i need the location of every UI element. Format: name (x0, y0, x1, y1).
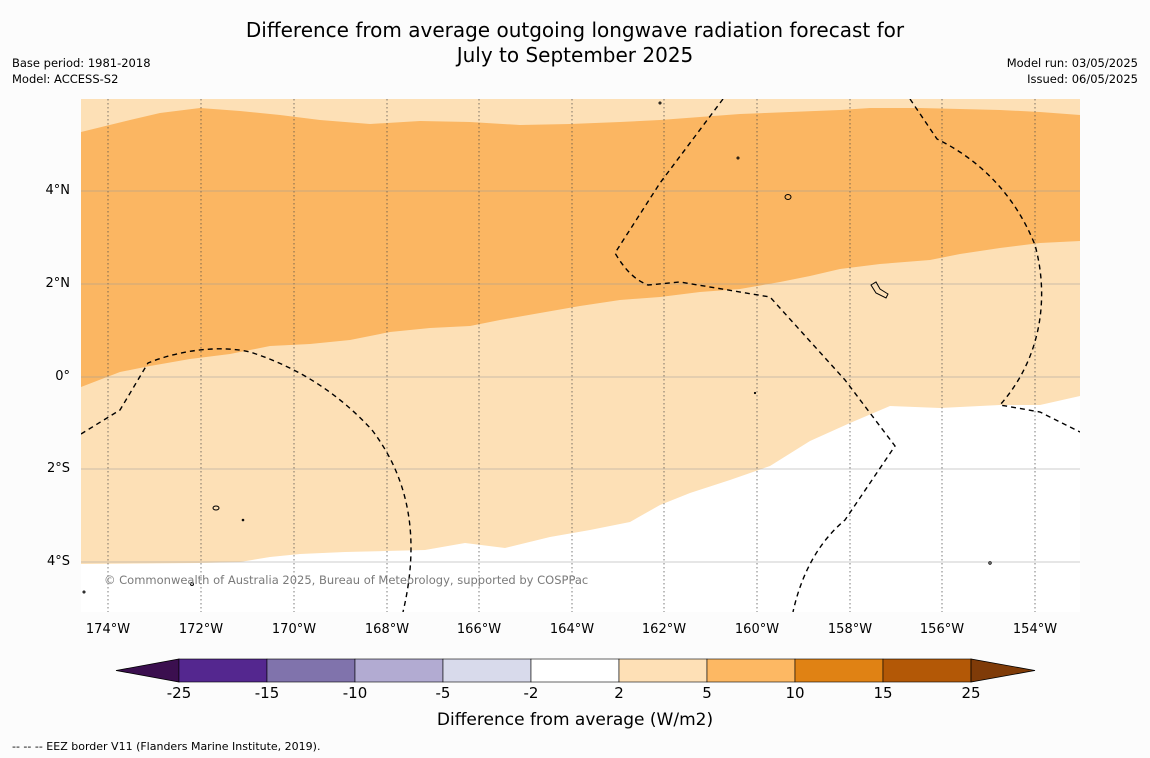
colorbar-extend-high (970, 658, 1036, 683)
colorbar (115, 658, 1036, 683)
colorbar-segment (354, 658, 444, 683)
graticule (107, 99, 1036, 612)
colorbar-segment (882, 658, 972, 683)
medium-anomaly-region (81, 108, 1080, 387)
lon-label-160w: 160°W (734, 622, 780, 637)
colorbar-tick: -25 (166, 684, 192, 702)
model-run: Model run: 03/05/2025 (1006, 56, 1138, 70)
lon-label-164w: 164°W (549, 622, 595, 637)
colorbar-label: Difference from average (W/m2) (436, 710, 714, 730)
lat-label-0: 0° (55, 369, 70, 384)
meta-right: Model run: 03/05/2025 Issued: 06/05/2025 (1007, 55, 1138, 87)
lat-label-2n: 2°N (45, 276, 71, 291)
eez-borders (81, 99, 1080, 612)
lat-label-2s: 2°S (46, 461, 70, 476)
lon-label-154w: 154°W (1012, 622, 1058, 637)
title-line-2: July to September 2025 (456, 43, 694, 67)
lon-label-168w: 168°W (364, 622, 410, 637)
colorbar-extend-low (115, 658, 180, 683)
lon-label-170w: 170°W (271, 622, 317, 637)
colorbar-segment (530, 658, 620, 683)
colorbar-segment (618, 658, 708, 683)
lon-label-162w: 162°W (641, 622, 687, 637)
model-name: Model: ACCESS-S2 (12, 72, 119, 86)
colorbar-tick: 2 (614, 684, 624, 702)
colorbar-tick: 25 (961, 684, 981, 702)
meta-left: Base period: 1981-2018 Model: ACCESS-S2 (12, 55, 151, 87)
colorbar-segment (706, 658, 796, 683)
colorbar-tick: 5 (702, 684, 712, 702)
lon-label-172w: 172°W (178, 622, 224, 637)
latitude-lines (81, 190, 1080, 563)
lon-label-174w: 174°W (85, 622, 131, 637)
colorbar-segment (266, 658, 356, 683)
colorbar-tick: 10 (785, 684, 805, 702)
colorbar-tick: -5 (435, 684, 451, 702)
chart-title: Difference from average outgoing longwav… (0, 18, 1150, 68)
colorbar-segment (178, 658, 268, 683)
colorbar-segment (794, 658, 884, 683)
colorbar-tick: -2 (523, 684, 539, 702)
lon-label-166w: 166°W (456, 622, 502, 637)
colorbar-tick: 15 (873, 684, 893, 702)
colorbar-segment (442, 658, 532, 683)
colorbar-tick: -10 (342, 684, 368, 702)
eez-footnote: -- -- -- EEZ border V11 (Flanders Marine… (12, 740, 321, 753)
lon-label-156w: 156°W (919, 622, 965, 637)
lat-label-4n: 4°N (45, 183, 71, 198)
issued-date: Issued: 06/05/2025 (1027, 72, 1138, 86)
lat-label-4s: 4°S (46, 554, 70, 569)
base-period: Base period: 1981-2018 (12, 56, 151, 70)
islands (82, 101, 992, 594)
colorbar-tick: -15 (254, 684, 280, 702)
title-line-1: Difference from average outgoing longwav… (245, 18, 905, 42)
copyright-notice: © Commonwealth of Australia 2025, Bureau… (104, 573, 589, 587)
lon-label-158w: 158°W (827, 622, 873, 637)
